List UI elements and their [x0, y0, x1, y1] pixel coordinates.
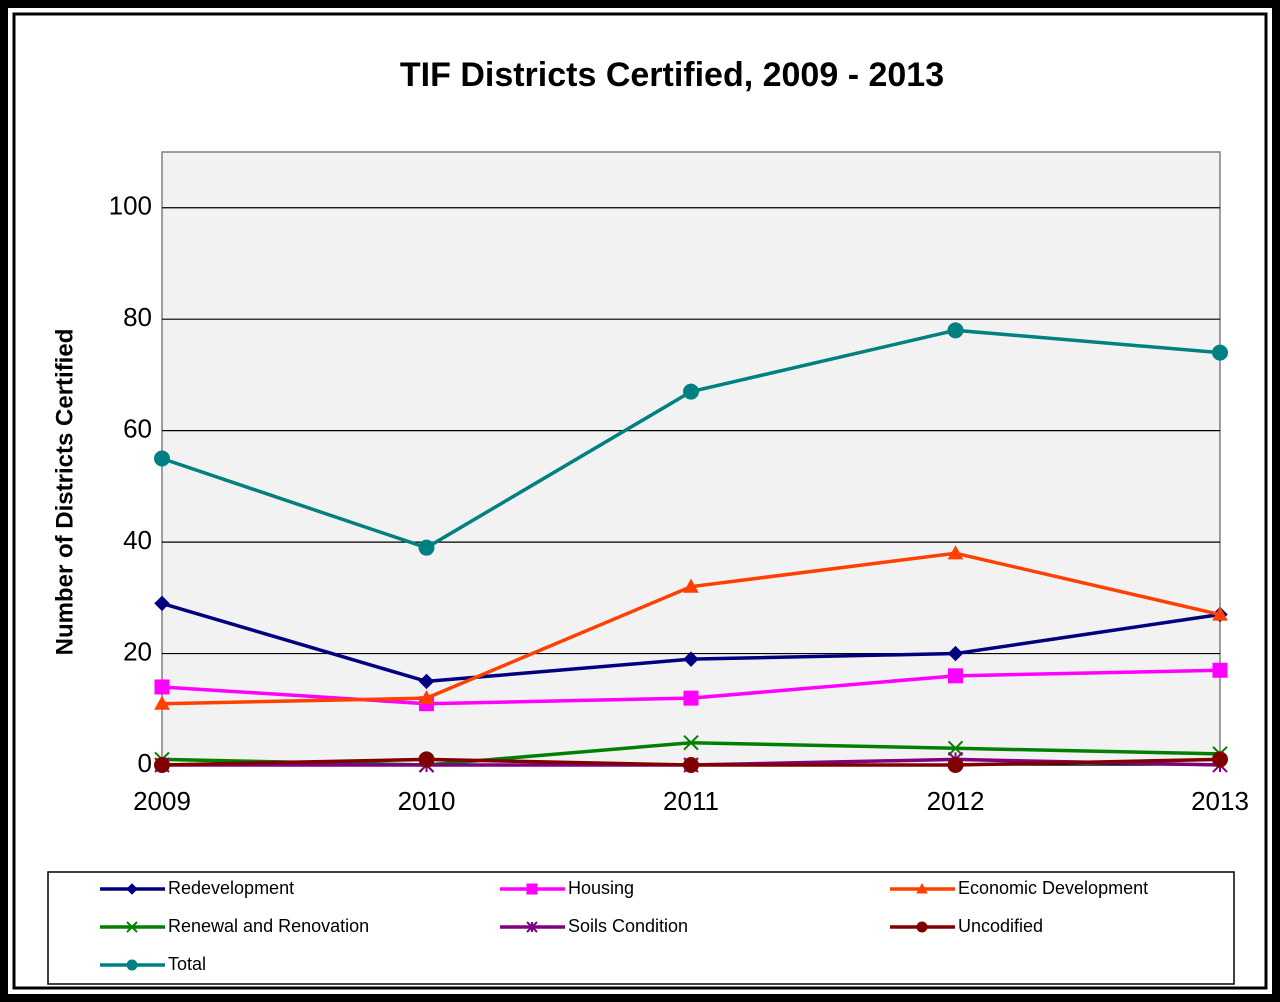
- marker: [683, 757, 699, 773]
- legend-label: Total: [168, 954, 206, 974]
- marker: [526, 921, 538, 933]
- marker: [418, 539, 435, 556]
- chart-title: TIF Districts Certified, 2009 - 2013: [400, 56, 944, 94]
- marker: [126, 959, 138, 971]
- legend-label: Renewal and Renovation: [168, 916, 369, 936]
- marker: [154, 757, 170, 773]
- marker: [947, 757, 964, 773]
- marker: [947, 322, 964, 339]
- marker: [916, 921, 928, 933]
- y-tick-label: 80: [123, 302, 152, 332]
- marker: [1212, 606, 1228, 621]
- marker: [418, 751, 435, 768]
- x-tick-label: 2012: [927, 786, 985, 816]
- legend-label: Economic Development: [958, 878, 1148, 898]
- marker: [683, 578, 699, 593]
- legend-label: Housing: [568, 878, 634, 898]
- x-tick-label: 2013: [1191, 786, 1249, 816]
- legend-label: Redevelopment: [168, 878, 294, 898]
- marker: [947, 645, 964, 662]
- marker: [1212, 751, 1228, 768]
- y-tick-label: 60: [123, 414, 152, 444]
- marker: [154, 450, 170, 467]
- x-tick-label: 2011: [663, 786, 719, 816]
- marker: [418, 690, 435, 705]
- legend-label: Uncodified: [958, 916, 1043, 936]
- marker: [526, 883, 538, 895]
- marker: [1212, 662, 1228, 678]
- marker: [154, 695, 170, 710]
- x-tick-label: 2010: [398, 786, 456, 816]
- marker: [418, 673, 435, 690]
- marker: [683, 383, 699, 400]
- y-tick-label: 40: [123, 525, 152, 555]
- marker: [154, 679, 170, 695]
- legend: [47, 871, 1235, 985]
- inner-frame: [12, 12, 1268, 990]
- marker: [947, 545, 964, 560]
- marker: [126, 921, 138, 933]
- marker: [916, 882, 928, 894]
- marker: [947, 740, 964, 756]
- y-tick-label: 100: [109, 191, 152, 221]
- marker: [1212, 344, 1228, 361]
- marker: [683, 690, 699, 706]
- marker: [154, 595, 170, 612]
- y-tick-label: 20: [123, 636, 152, 666]
- marker: [683, 651, 699, 667]
- x-tick-label: 2009: [133, 786, 191, 816]
- marker: [948, 668, 963, 684]
- y-axis-label: Number of Districts Certified: [51, 329, 78, 656]
- marker: [683, 735, 699, 751]
- legend-label: Soils Condition: [568, 916, 688, 936]
- marker: [126, 883, 138, 895]
- y-tick-label: 0: [138, 748, 152, 778]
